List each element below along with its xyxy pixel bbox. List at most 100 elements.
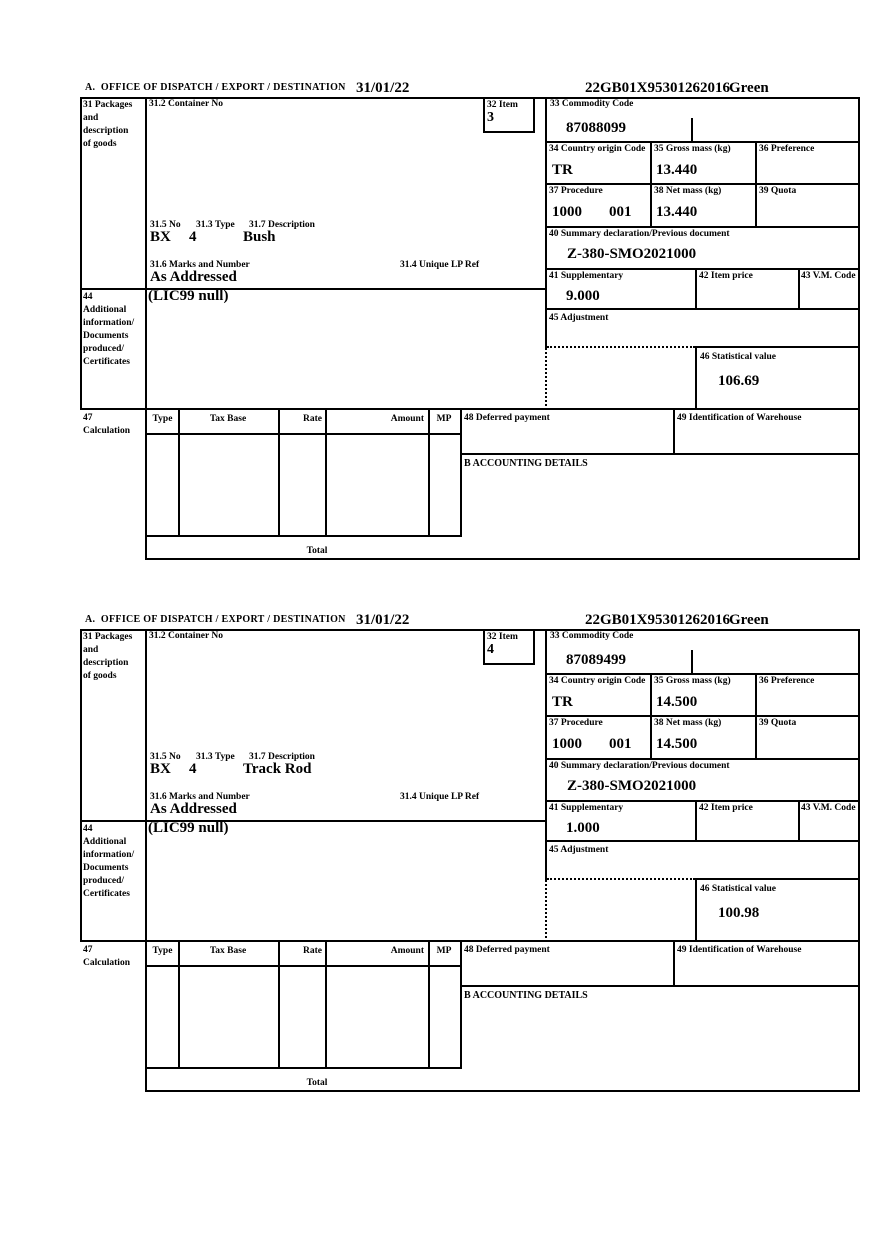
- package-type-value: 4: [189, 229, 197, 245]
- total-label: Total: [306, 546, 328, 556]
- box44-label: Additional: [83, 837, 127, 847]
- divider: [545, 226, 860, 228]
- marks-label: 31.6 Marks and Number: [150, 792, 250, 802]
- divider: [325, 942, 327, 1069]
- commodity-code-value: 87089499: [566, 652, 626, 668]
- box31-label: 31 Packages: [83, 100, 133, 110]
- divider: [695, 802, 697, 842]
- divider: [325, 410, 327, 537]
- box44-label: produced/: [83, 344, 125, 354]
- divider: [545, 715, 860, 717]
- box31-label: 31 Packages: [83, 632, 133, 642]
- previous-document-label: 40 Summary declaration/Previous document: [549, 229, 730, 239]
- dotted-divider: [545, 880, 547, 942]
- divider: [145, 97, 147, 560]
- divider: [80, 288, 547, 290]
- warehouse-id-label: 49 Identification of Warehouse: [677, 945, 802, 955]
- section-a-heading: A. OFFICE OF DISPATCH / EXPORT / DESTINA…: [85, 614, 346, 625]
- item-number-box: [483, 97, 535, 133]
- accounting-details-heading: B ACCOUNTING DETAILS: [464, 458, 588, 469]
- box44-label: Documents: [83, 863, 129, 873]
- container-no-label: 31.2 Container No: [149, 631, 223, 641]
- divider: [798, 802, 800, 842]
- box31-label: of goods: [83, 671, 117, 681]
- divider: [460, 985, 858, 987]
- description-label: 31.7 Description: [249, 220, 315, 230]
- quota-label: 39 Quota: [759, 186, 797, 196]
- dotted-divider: [545, 348, 547, 410]
- dispatch-date: 31/01/22: [356, 80, 410, 96]
- net-mass-value: 14.500: [656, 736, 698, 752]
- dispatch-date: 31/01/22: [356, 612, 410, 628]
- gross-mass-value: 13.440: [656, 162, 698, 178]
- dotted-divider: [547, 346, 695, 348]
- item-price-label: 42 Item price: [699, 803, 753, 813]
- description-value: Bush: [243, 229, 276, 245]
- box44-label: information/: [83, 318, 135, 328]
- preference-label: 36 Preference: [759, 676, 815, 686]
- procedure-value: 1000: [552, 736, 582, 752]
- supplementary-value: 9.000: [566, 288, 600, 304]
- commodity-code-split-line: [691, 118, 693, 143]
- statistical-value-box: [695, 346, 858, 408]
- divider: [145, 558, 860, 560]
- col-type-header: Type: [152, 414, 173, 424]
- divider: [673, 942, 675, 987]
- box31-label: and: [83, 645, 99, 655]
- col-rate-header: Rate: [303, 414, 322, 424]
- declaration-reference: 22GB01X95301262016: [585, 80, 731, 96]
- adjustment-label: 45 Adjustment: [549, 313, 609, 323]
- divider: [545, 840, 860, 842]
- package-no-label: 31.5 No: [150, 220, 181, 230]
- warehouse-id-label: 49 Identification of Warehouse: [677, 413, 802, 423]
- additional-information-value: (LIC99 null): [148, 288, 229, 304]
- divider: [545, 308, 860, 310]
- description-label: 31.7 Description: [249, 752, 315, 762]
- col-tax-base-header: Tax Base: [209, 414, 247, 424]
- col-mp-header: MP: [436, 946, 452, 956]
- divider: [460, 453, 858, 455]
- deferred-payment-label: 48 Deferred payment: [464, 413, 550, 423]
- unique-lp-ref-label: 31.4 Unique LP Ref: [400, 792, 480, 802]
- divider: [80, 629, 860, 631]
- item-number-value: 4: [487, 642, 494, 657]
- box31-label: description: [83, 658, 129, 668]
- total-label: Total: [306, 1078, 328, 1088]
- box44-label: 44: [83, 824, 93, 834]
- divider: [147, 535, 460, 537]
- box44-label: produced/: [83, 876, 125, 886]
- supplementary-label: 41 Supplementary: [549, 803, 624, 813]
- col-amount-header: Amount: [390, 414, 424, 424]
- statistical-value-label: 46 Statistical value: [700, 884, 776, 894]
- gross-mass-label: 35 Gross mass (kg): [654, 676, 731, 686]
- divider: [545, 629, 547, 880]
- net-mass-value: 13.440: [656, 204, 698, 220]
- box44-label: information/: [83, 850, 135, 860]
- divider: [80, 820, 547, 822]
- previous-document-label: 40 Summary declaration/Previous document: [549, 761, 730, 771]
- country-origin-value: TR: [552, 694, 573, 710]
- package-no-label: 31.5 No: [150, 752, 181, 762]
- divider: [545, 97, 547, 348]
- procedure-label: 37 Procedure: [549, 186, 603, 196]
- divider: [80, 408, 860, 410]
- divider: [858, 97, 860, 560]
- country-origin-label: 34 Country origin Code: [549, 144, 646, 154]
- divider: [145, 629, 147, 1092]
- item-number-box: [483, 629, 535, 665]
- declaration-item-block: A. OFFICE OF DISPATCH / EXPORT / DESTINA…: [0, 76, 882, 566]
- divider: [798, 270, 800, 310]
- container-no-label: 31.2 Container No: [149, 99, 223, 109]
- divider: [145, 1090, 860, 1092]
- divider: [755, 675, 757, 760]
- route-status: Green: [729, 612, 769, 628]
- unique-lp-ref-label: 31.4 Unique LP Ref: [400, 260, 480, 270]
- divider: [178, 942, 180, 1069]
- adjustment-label: 45 Adjustment: [549, 845, 609, 855]
- item-label: 32 Item: [487, 632, 518, 642]
- declaration-item-block: A. OFFICE OF DISPATCH / EXPORT / DESTINA…: [0, 608, 882, 1098]
- vm-code-label: 43 V.M. Code: [801, 271, 856, 281]
- route-status: Green: [729, 80, 769, 96]
- box44-label: Certificates: [83, 889, 130, 899]
